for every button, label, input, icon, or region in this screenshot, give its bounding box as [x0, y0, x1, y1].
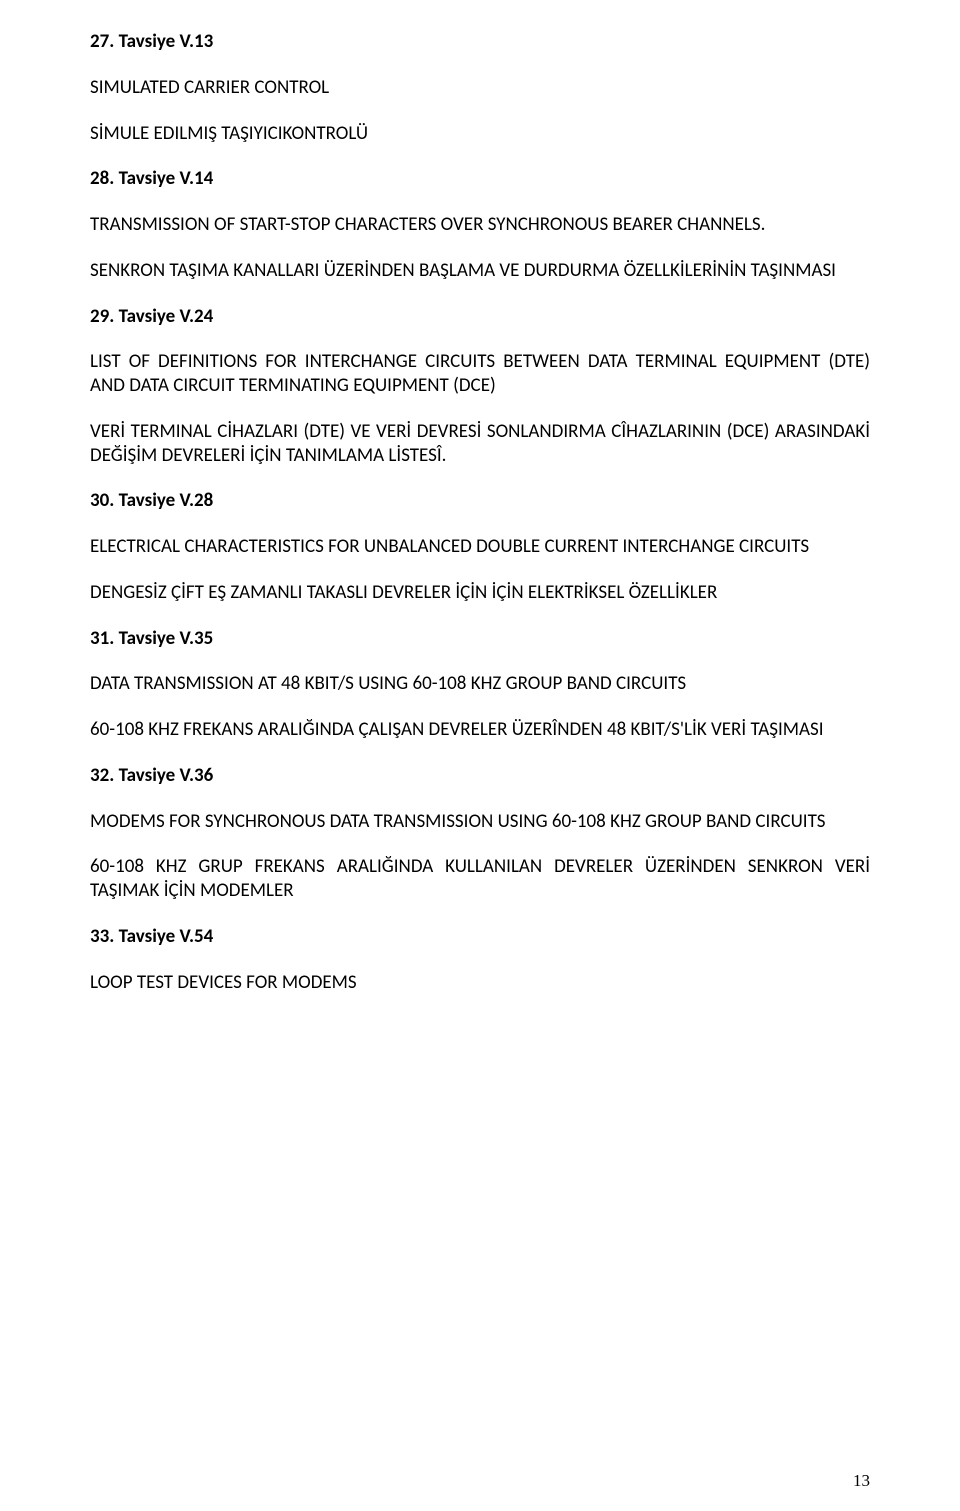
text-28-tr: SENKRON TAŞIMA KANALLARI ÜZERİNDEN BAŞLA…: [90, 259, 870, 283]
text-32-tr: 60-108 KHZ GRUP FREKANS ARALIĞINDA KULLA…: [90, 855, 870, 903]
heading-32: 32. Tavsiye V.36: [90, 764, 870, 788]
text-27-en: SIMULATED CARRIER CONTROL: [90, 76, 870, 100]
heading-30: 30. Tavsiye V.28: [90, 489, 870, 513]
heading-27: 27. Tavsiye V.13: [90, 30, 870, 54]
heading-31: 31. Tavsiye V.35: [90, 627, 870, 651]
text-33-en: LOOP TEST DEVICES FOR MODEMS: [90, 971, 870, 995]
page-number: 13: [853, 1470, 870, 1491]
text-29-en: LIST OF DEFINITIONS FOR INTERCHANGE CIRC…: [90, 350, 870, 398]
text-28-en: TRANSMISSION OF START-STOP CHARACTERS OV…: [90, 213, 870, 237]
text-29-tr: VERİ TERMINAL CİHAZLARI (DTE) VE VERİ DE…: [90, 420, 870, 468]
text-31-en: DATA TRANSMISSION AT 48 KBIT/S USING 60-…: [90, 672, 870, 696]
text-30-tr: DENGESİZ ÇİFT EŞ ZAMANLI TAKASLI DEVRELE…: [90, 581, 870, 605]
text-32-en: MODEMS FOR SYNCHRONOUS DATA TRANSMISSION…: [90, 810, 870, 834]
text-30-en: ELECTRICAL CHARACTERISTICS FOR UNBALANCE…: [90, 535, 870, 559]
heading-28: 28. Tavsiye V.14: [90, 167, 870, 191]
text-27-tr: SİMULE EDILMIŞ TAŞIYICIKONTROLÜ: [90, 122, 870, 146]
text-31-tr: 60-108 KHZ FREKANS ARALIĞINDA ÇALIŞAN DE…: [90, 718, 870, 742]
heading-29: 29. Tavsiye V.24: [90, 305, 870, 329]
heading-33: 33. Tavsiye V.54: [90, 925, 870, 949]
